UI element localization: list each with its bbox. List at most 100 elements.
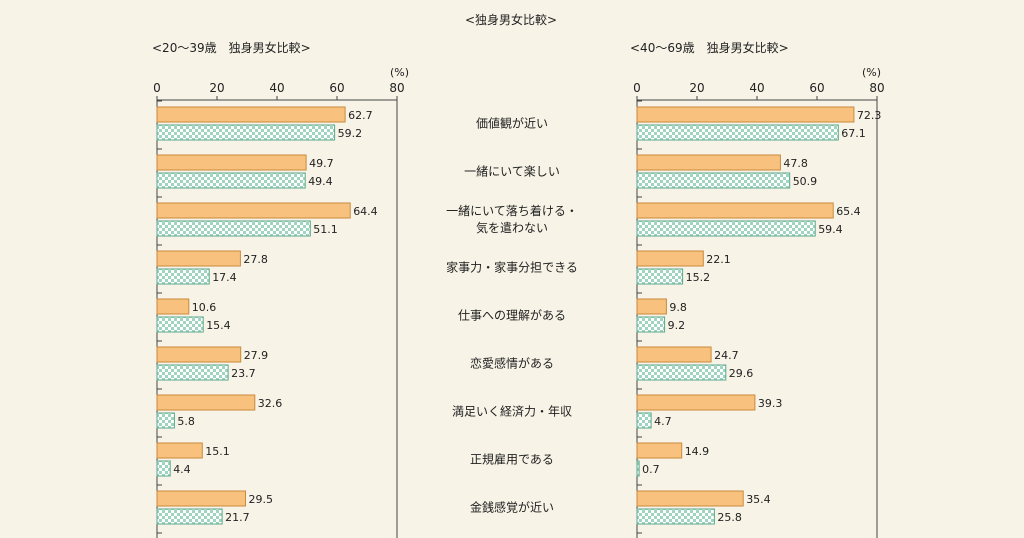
right-bar-value-label: 0.7 <box>642 463 660 476</box>
left-chart-title: <20～39歳 独身男女比較> <box>152 40 311 55</box>
right-bar-value-label: 35.4 <box>746 493 771 506</box>
right-chart-title: <40～69歳 独身男女比較> <box>630 40 789 55</box>
right-bar-series1 <box>636 298 667 315</box>
left-bar-series1 <box>156 346 242 363</box>
right-tick-label: 40 <box>749 81 764 95</box>
left-bar-value-label: 10.6 <box>192 301 217 314</box>
left-bar-series2 <box>156 460 171 477</box>
left-bar-series1 <box>156 202 351 219</box>
left-bar-series2 <box>156 316 204 333</box>
left-bar-series2 <box>156 220 311 237</box>
right-bar-series1 <box>636 250 704 267</box>
left-bar-value-label: 15.4 <box>206 319 231 332</box>
left-bar-value-label: 21.7 <box>225 511 250 524</box>
category-label: 仕事への理解がある <box>458 308 566 323</box>
left-bar-series1 <box>156 154 307 171</box>
left-unit-label: (%) <box>390 66 409 79</box>
category-label: 一緒にいて楽しい <box>464 164 560 179</box>
right-bar-series1 <box>636 490 744 507</box>
left-bar-value-label: 64.4 <box>353 205 378 218</box>
category-label: 金銭感覚が近い <box>470 500 554 515</box>
right-bar-value-label: 67.1 <box>841 127 866 140</box>
left-bar-value-label: 29.5 <box>249 493 274 506</box>
right-tick-label: 80 <box>869 81 884 95</box>
left-bar-value-label: 23.7 <box>231 367 256 380</box>
left-bar-value-label: 49.4 <box>308 175 333 188</box>
category-label: 気を遣わない <box>476 220 548 235</box>
right-bar-series2 <box>636 364 727 381</box>
left-bar-value-label: 59.2 <box>338 127 363 140</box>
right-tick-label: 0 <box>633 81 641 95</box>
right-bar-series1 <box>636 154 781 171</box>
left-bar-series1 <box>156 106 346 123</box>
right-bar-series1 <box>636 394 756 411</box>
overall-title: <独身男女比較> <box>465 12 557 27</box>
left-bar-value-label: 4.4 <box>173 463 191 476</box>
right-bar-series2 <box>636 316 666 333</box>
right-tick-label: 20 <box>689 81 704 95</box>
left-bar-series2 <box>156 508 223 525</box>
right-bar-series2 <box>636 412 652 429</box>
right-bar-series2 <box>636 508 715 525</box>
left-tick-label: 80 <box>389 81 404 95</box>
left-bar-value-label: 17.4 <box>212 271 237 284</box>
right-bar-value-label: 65.4 <box>836 205 861 218</box>
left-bar-series1 <box>156 394 256 411</box>
right-bar-value-label: 9.8 <box>669 301 687 314</box>
left-bar-value-label: 49.7 <box>309 157 334 170</box>
right-tick-label: 60 <box>809 81 824 95</box>
right-bar-value-label: 72.3 <box>857 109 882 122</box>
right-bar-series2 <box>636 172 791 189</box>
category-label: 家事力・家事分担できる <box>446 260 578 275</box>
right-bar-value-label: 25.8 <box>717 511 742 524</box>
left-bar-series1 <box>156 442 203 459</box>
left-bar-series2 <box>156 364 229 381</box>
right-bar-value-label: 24.7 <box>714 349 739 362</box>
left-bar-value-label: 27.8 <box>243 253 268 266</box>
right-bar-series2 <box>636 268 684 285</box>
left-bar-value-label: 32.6 <box>258 397 283 410</box>
left-bar-value-label: 27.9 <box>244 349 269 362</box>
left-bar-series2 <box>156 412 175 429</box>
left-bar-series2 <box>156 268 210 285</box>
right-bar-series1 <box>636 106 855 123</box>
right-bar-value-label: 15.2 <box>686 271 711 284</box>
left-bar-value-label: 15.1 <box>205 445 230 458</box>
category-labels: 価値観が近い一緒にいて楽しい一緒にいて落ち着ける・気を遣わない家事力・家事分担で… <box>446 116 578 515</box>
right-bar-value-label: 39.3 <box>758 397 783 410</box>
left-bar-value-label: 5.8 <box>177 415 195 428</box>
right-bar-series2 <box>636 460 640 477</box>
left-bar-value-label: 62.7 <box>348 109 373 122</box>
category-label: 満足いく経済力・年収 <box>452 404 572 419</box>
left-tick-label: 20 <box>209 81 224 95</box>
category-label: 価値観が近い <box>476 116 548 131</box>
right-bar-series1 <box>636 442 683 459</box>
right-chart: 0 20 40 60 80 72.3 67.1 47.8 50.9 65.4 59.4 22.1 15.… <box>633 81 885 538</box>
right-bar-value-label: 14.9 <box>685 445 710 458</box>
left-bar-series2 <box>156 124 336 141</box>
left-tick-label: 40 <box>269 81 284 95</box>
left-tick-label: 0 <box>153 81 161 95</box>
right-bar-value-label: 47.8 <box>783 157 808 170</box>
right-bar-value-label: 59.4 <box>818 223 843 236</box>
left-bar-value-label: 51.1 <box>313 223 338 236</box>
right-bar-value-label: 50.9 <box>793 175 818 188</box>
left-bar-series1 <box>156 298 190 315</box>
category-label: 正規雇用である <box>470 452 554 467</box>
right-bar-value-label: 9.2 <box>668 319 686 332</box>
right-bar-series2 <box>636 124 839 141</box>
left-bar-series2 <box>156 172 306 189</box>
right-bar-series1 <box>636 346 712 363</box>
left-bar-series1 <box>156 490 246 507</box>
right-bar-series2 <box>636 220 816 237</box>
right-unit-label: (%) <box>862 66 881 79</box>
right-bar-value-label: 29.6 <box>729 367 754 380</box>
right-bar-value-label: 22.1 <box>706 253 731 266</box>
category-label: 恋愛感情がある <box>470 356 554 371</box>
left-chart: 0 20 40 60 80 62.7 59.2 49.7 49.4 64.4 51.1 27.8 17.… <box>153 81 405 538</box>
left-bar-series1 <box>156 250 241 267</box>
right-bar-value-label: 4.7 <box>654 415 672 428</box>
left-tick-label: 60 <box>329 81 344 95</box>
category-label: 一緒にいて落ち着ける・ <box>446 203 578 218</box>
